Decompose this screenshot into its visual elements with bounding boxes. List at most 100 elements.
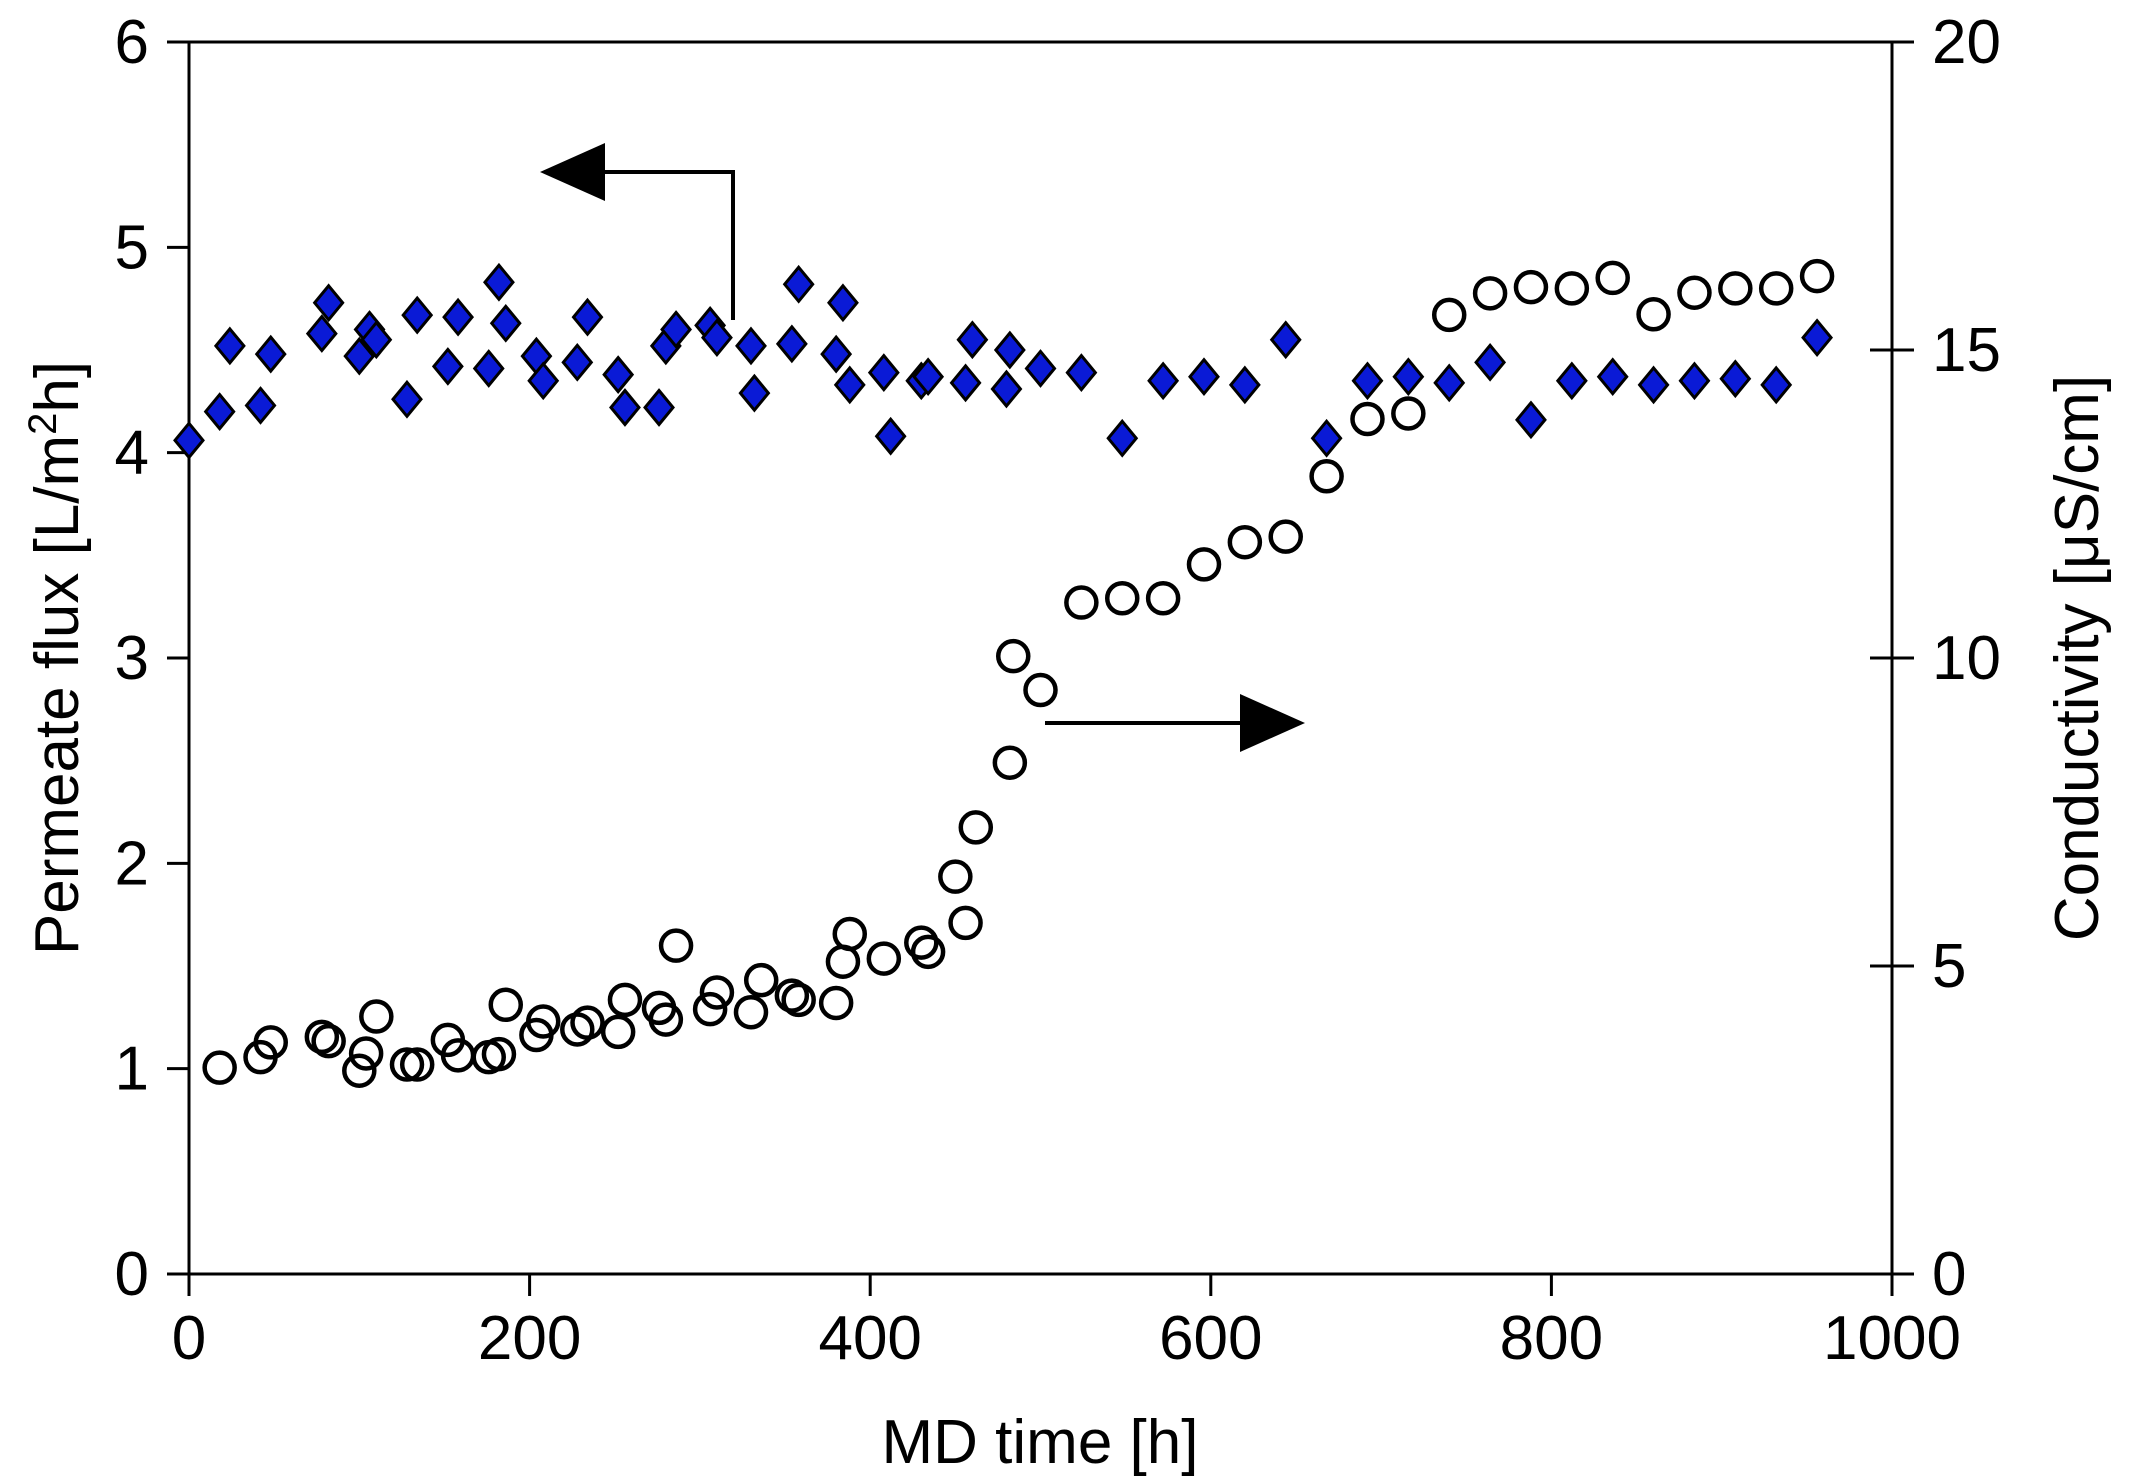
conductivity-point: [1391, 396, 1426, 431]
y2-axis-ticks: 0 5 10 15 20: [1870, 8, 2001, 1309]
conductivity-point: [304, 1019, 340, 1055]
conductivity-point: [866, 941, 902, 976]
flux-point: [609, 388, 641, 427]
flux-point: [700, 318, 733, 358]
conductivity-point: [525, 1004, 561, 1039]
y2-tick-label: 15: [1932, 316, 2001, 385]
flux-point: [1555, 361, 1588, 401]
flux-point: [1188, 357, 1220, 397]
flux-point: [483, 262, 515, 302]
flux-point: [203, 392, 236, 431]
flux-point: [782, 264, 815, 304]
flux-point: [343, 336, 376, 376]
flux-point: [867, 353, 900, 392]
conductivity-point: [1472, 276, 1508, 311]
conductivity-point: [774, 978, 810, 1013]
x-tick-label: 600: [1159, 1304, 1262, 1373]
y-tick-label: 3: [115, 624, 149, 693]
y-axis-title-sup: 2: [21, 413, 65, 435]
conductivity-point: [910, 934, 946, 970]
flux-point: [442, 297, 475, 337]
flux-point: [735, 326, 767, 366]
x-tick-label: 800: [1500, 1304, 1603, 1373]
conductivity-series: [202, 258, 1835, 1088]
y2-tick-label: 0: [1932, 1240, 1966, 1309]
conductivity-point: [1431, 297, 1467, 333]
flux-point: [305, 314, 338, 353]
left-axis-arrow: [540, 143, 735, 320]
flux-point: [312, 283, 345, 323]
conductivity-point: [958, 810, 994, 845]
conductivity-point: [743, 962, 779, 998]
flux-point: [1106, 418, 1139, 458]
y-tick-label: 4: [115, 419, 149, 488]
flux-point: [1065, 353, 1098, 392]
conductivity-point: [699, 975, 735, 1010]
conductivity-point: [1350, 401, 1385, 437]
y-axis-title: Permeate flux [L/m2h]: [21, 361, 92, 955]
conductivity-point: [359, 999, 394, 1034]
flux-point: [1433, 363, 1466, 403]
conductivity-point: [342, 1053, 377, 1088]
y-tick-label: 1: [115, 1035, 149, 1104]
flux-point: [956, 320, 989, 360]
conductivity-point: [1677, 275, 1712, 310]
flux-point: [990, 369, 1023, 409]
conductivity-point: [996, 638, 1031, 674]
flux-point: [1392, 357, 1425, 397]
conductivity-point: [600, 1014, 636, 1050]
flux-point: [489, 303, 522, 343]
y-tick-label: 0: [115, 1240, 149, 1309]
flux-point: [527, 361, 560, 401]
conductivity-point: [311, 1023, 346, 1059]
conductivity-point: [1758, 271, 1794, 306]
y-tick-label: 2: [115, 829, 149, 898]
flux-point: [1515, 400, 1547, 440]
flux-point: [643, 388, 675, 427]
conductivity-point: [648, 1002, 684, 1037]
conductivity-point: [202, 1050, 237, 1085]
conductivity-point: [1554, 271, 1590, 306]
conductivity-point: [560, 1012, 595, 1047]
flux-point: [775, 324, 808, 364]
y-axis-ticks: 0 1 2 3 4 5 6: [115, 8, 189, 1309]
conductivity-point: [825, 944, 861, 979]
flux-point: [874, 416, 907, 456]
flux-point: [820, 334, 853, 374]
flux-point: [1474, 342, 1507, 382]
y-axis-title-prefix: Permeate flux [L/m: [23, 435, 92, 955]
flux-point: [1269, 320, 1302, 360]
conductivity-point: [481, 1036, 517, 1072]
flux-point: [1147, 361, 1180, 401]
conductivity-point: [570, 1005, 605, 1040]
flux-point: [1024, 349, 1057, 388]
conductivity-point: [992, 745, 1028, 780]
conductivity-point: [818, 985, 854, 1021]
conductivity-point: [781, 982, 816, 1018]
conductivity-point: [607, 982, 643, 1018]
conductivity-point: [832, 916, 868, 952]
flux-point: [949, 363, 982, 403]
conductivity-point: [1309, 459, 1344, 494]
conductivity-point: [399, 1047, 435, 1082]
flux-point: [660, 310, 693, 349]
conductivity-point: [938, 859, 973, 894]
flux-point: [912, 357, 945, 397]
permeate-flux-series: [173, 262, 1834, 460]
conductivity-point: [1268, 519, 1303, 554]
x-axis-title: MD time [h]: [882, 1408, 1199, 1477]
conductivity-point: [1104, 580, 1140, 616]
conductivity-point: [658, 928, 694, 963]
flux-point: [360, 320, 393, 360]
conductivity-point: [733, 994, 769, 1030]
conductivity-point: [1064, 585, 1099, 620]
flux-point: [827, 283, 859, 323]
flux-point: [1678, 361, 1711, 401]
flux-point: [1228, 365, 1261, 405]
conductivity-point: [1636, 297, 1671, 332]
y2-tick-label: 5: [1932, 932, 1966, 1001]
y2-axis-title: Conductivity [μS/cm]: [2043, 375, 2112, 941]
conductivity-point: [904, 925, 939, 960]
flux-point: [1760, 365, 1793, 405]
